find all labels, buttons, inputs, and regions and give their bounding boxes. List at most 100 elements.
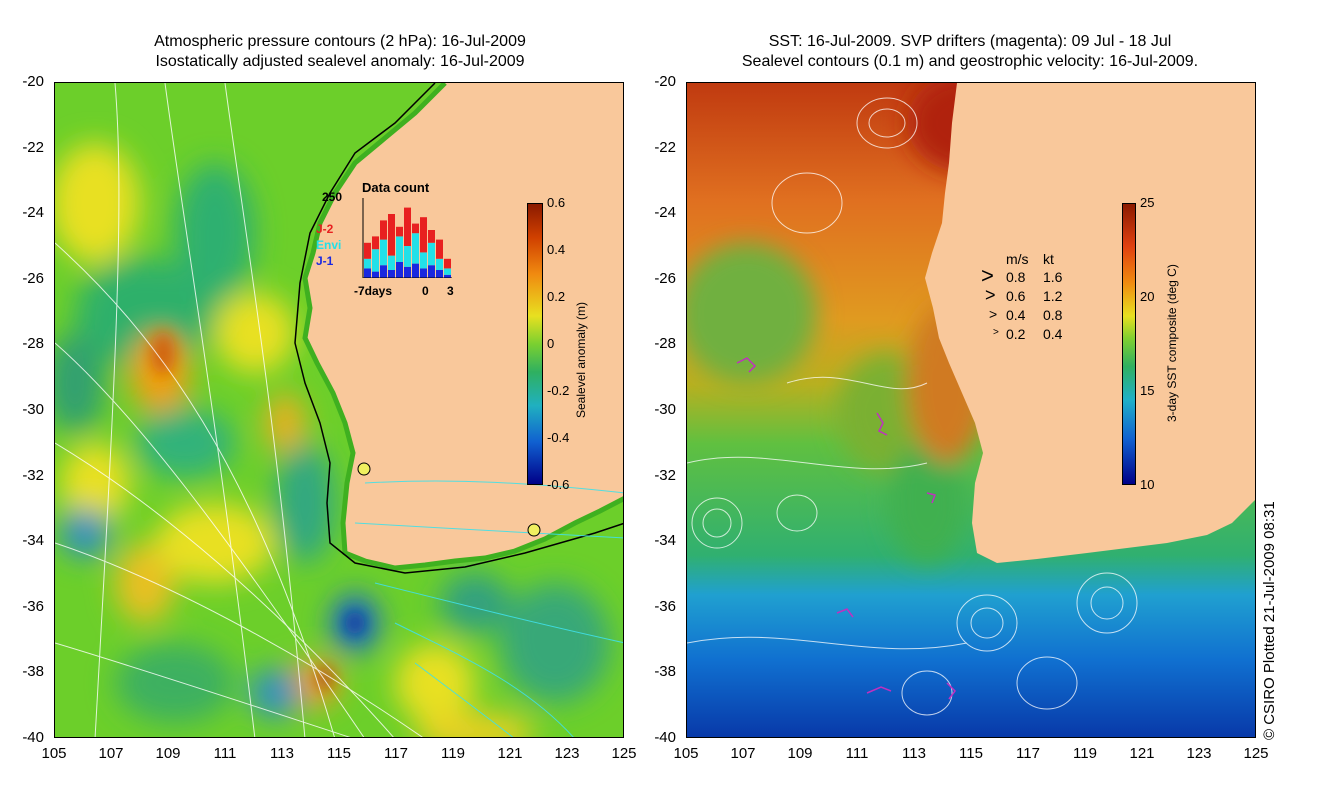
data-count-bar-j2: [404, 207, 411, 246]
data-count-x-left: -7days: [354, 284, 393, 298]
lon-tick-label: 119: [441, 745, 465, 762]
lon-tick-label: 115: [327, 745, 351, 762]
data-count-bar-j1: [396, 262, 403, 278]
velocity-legend-header-kt: kt: [1043, 251, 1054, 267]
data-count-bar-envi: [396, 236, 403, 262]
sla-colorbar-tick: -0.6: [547, 477, 570, 492]
lon-tick-label: 113: [902, 745, 926, 762]
lat-tick-label: -22: [22, 138, 44, 156]
data-count-bar-envi: [444, 268, 451, 275]
data-count-bar-envi: [388, 255, 395, 270]
lon-tick-label: 107: [730, 745, 756, 762]
sla-colorbar-tick: 0.4: [547, 242, 566, 257]
lat-tick-label: -26: [654, 269, 676, 287]
lon-tick-label: 107: [98, 745, 124, 762]
australia-land: [305, 83, 623, 568]
lon-tick-label: 123: [554, 745, 580, 762]
data-count-bar-envi: [380, 239, 387, 266]
left-title-line2: Isostatically adjusted sealevel anomaly:…: [155, 53, 525, 70]
sealevel-contours: [687, 97, 1138, 716]
velocity-legend-ms: 0.4: [1006, 307, 1026, 323]
lat-tick-label: -20: [654, 73, 676, 90]
data-count-bar-j1: [388, 270, 395, 278]
lat-tick-label: -30: [22, 401, 44, 418]
data-count-bar-j1: [404, 266, 411, 278]
data-count-ymax: 250: [322, 190, 343, 204]
data-count-inset: Data count 250 J-2 Envi J-1 -7days 0 3: [316, 180, 466, 300]
lat-tick-label: -38: [654, 663, 676, 681]
data-count-bar-j2: [436, 239, 443, 259]
data-count-bar-j2: [372, 236, 379, 250]
data-count-legend-envi: Envi: [316, 238, 342, 252]
lat-tick-label: -28: [654, 335, 676, 353]
lat-tick-label: -24: [22, 204, 44, 222]
data-count-bar-j2: [420, 217, 427, 253]
australia-land: [925, 83, 1255, 563]
data-count-bar-j2: [444, 258, 451, 269]
tide-gauge-marker: [357, 462, 371, 476]
right-title-line1: SST: 16-Jul-2009. SVP drifters (magenta)…: [768, 33, 1172, 50]
isobar-cyan: [354, 480, 623, 737]
data-count-title: Data count: [362, 180, 430, 195]
lon-tick-label: 105: [673, 745, 699, 762]
lat-tick-label: -32: [22, 466, 44, 484]
sla-colorbar-title: Sealevel anomaly (m): [574, 301, 588, 418]
lon-tick-label: 121: [497, 745, 523, 762]
shelf-contour: [294, 83, 623, 574]
data-count-bar-j1: [428, 265, 435, 278]
sla-colorbar-tick: 0: [547, 336, 555, 351]
data-count-bar-j1: [412, 263, 419, 278]
right-title-line2: Sealevel contours (0.1 m) and geostrophi…: [741, 53, 1199, 70]
lat-tick-label: -36: [22, 597, 44, 615]
data-count-bar-j2: [428, 230, 435, 243]
sst-map-svg: [687, 83, 1255, 737]
data-count-x-right: 3: [447, 284, 454, 298]
data-count-bar-j2: [380, 220, 387, 240]
lat-tick-label: -40: [22, 729, 44, 746]
data-count-bar-j2: [396, 226, 403, 237]
data-count-axes: [362, 198, 452, 278]
lat-tick-label: -22: [654, 138, 676, 156]
sst-colorbar-tick: 15: [1140, 383, 1155, 398]
data-count-legend-j2: J-2: [316, 222, 334, 236]
data-count-bar-j1: [444, 274, 451, 278]
lon-tick-label: 113: [270, 745, 294, 762]
data-count-bar-j1: [364, 268, 371, 278]
sst-colorbar: [1122, 203, 1136, 485]
lon-tick-label: 121: [1129, 745, 1155, 762]
data-count-bar-j2: [388, 214, 395, 256]
data-count-bar-j1: [372, 271, 379, 278]
lon-tick-label: 123: [1186, 745, 1212, 762]
data-count-bar-j2: [364, 242, 371, 259]
data-count-bar-envi: [436, 258, 443, 270]
data-count-bar-envi: [364, 258, 371, 269]
svp-drifters: [736, 357, 956, 700]
tide-gauge-marker: [527, 523, 541, 537]
sla-colorbar: [527, 203, 543, 485]
velocity-legend-kt: 1.2: [1043, 288, 1063, 304]
sla-colorbar-tick: -0.2: [547, 383, 570, 398]
sst-colorbar-title: 3-day SST composite (deg C): [1165, 264, 1179, 422]
lat-tick-label: -34: [654, 532, 676, 550]
sst-colorbar-tick: 25: [1140, 195, 1155, 210]
velocity-legend-ms: 0.2: [1006, 326, 1026, 342]
lon-tick-label: 125: [1243, 745, 1269, 762]
sealevel-anomaly-map-svg: [55, 83, 623, 737]
data-count-x-mid: 0: [422, 284, 429, 298]
velocity-legend-kt: 0.8: [1043, 307, 1063, 323]
sla-colorbar-tick: 0.2: [547, 289, 566, 304]
sealevel-anomaly-map: [54, 82, 624, 738]
coastline: [302, 83, 623, 571]
sla-colorbar-tick: 0.6: [547, 195, 566, 210]
csiro-credit: © CSIRO Plotted 21-Jul-2009 08:31: [1261, 501, 1278, 740]
lon-tick-label: 117: [1016, 745, 1040, 762]
lat-tick-label: -24: [654, 204, 676, 222]
lon-tick-label: 125: [611, 745, 637, 762]
data-count-legend-j1: J-1: [316, 254, 334, 268]
data-count-bar-envi: [372, 249, 379, 272]
lat-tick-label: -20: [22, 73, 44, 90]
velocity-legend-header-ms: m/s: [1006, 251, 1029, 267]
data-count-bar-envi: [404, 246, 411, 267]
velocity-legend-ms: 0.6: [1006, 288, 1026, 304]
lon-tick-label: 105: [41, 745, 67, 762]
